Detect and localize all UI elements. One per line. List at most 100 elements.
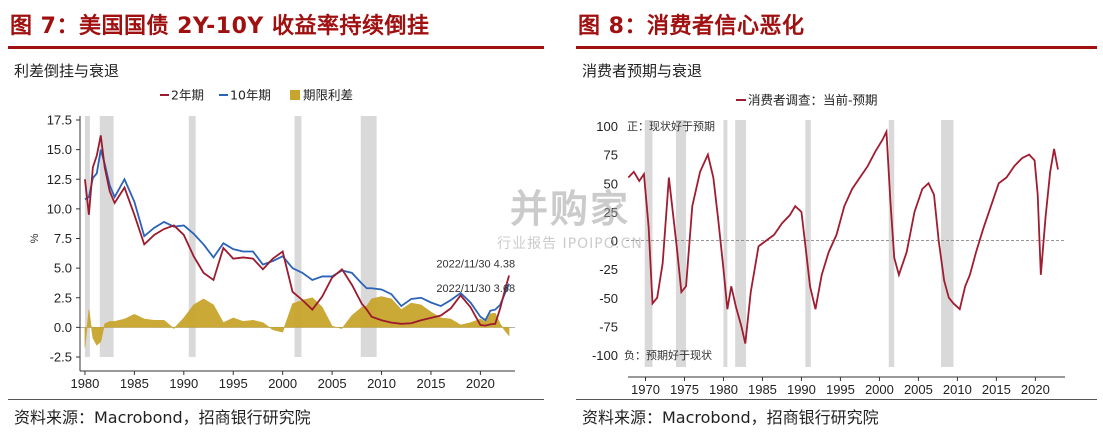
y-tick: 75	[604, 148, 618, 163]
y-tick: 50	[604, 176, 618, 191]
right-figure-panel: 图 8：消费者信心恶化 消费者预期与衰退 -100 -75 -50 -25 0 25 50 7…	[560, 0, 1103, 440]
consumer-sentiment-chart: -100 -75 -50 -25 0 25 50 75 100 1970 1975 1980 1985 1…	[592, 93, 1065, 397]
y-tick: 5.0	[54, 261, 80, 276]
x-tick: 1990	[787, 377, 816, 397]
x-tick-label: 2000	[268, 376, 297, 391]
recession-band	[294, 116, 302, 357]
y-tick-label: -75	[599, 319, 618, 334]
y-tick-label: 0.0	[54, 320, 72, 335]
y-tick-label: 5.0	[54, 261, 72, 276]
x-tick-label: 2010	[367, 376, 396, 391]
annotation-negative: 负：预期好于现状	[624, 348, 712, 362]
chart-subtitle: 利差倒挂与衰退	[14, 62, 120, 80]
y-tick: 100	[596, 119, 618, 134]
x-tick-label: 1980	[70, 376, 99, 391]
annotation-positive: 正：现状好于预期	[627, 119, 715, 133]
chart-subtitle: 消费者预期与衰退	[582, 62, 703, 80]
y-tick-label: -50	[599, 291, 618, 306]
y-tick-label: 0	[611, 234, 618, 249]
y-tick-label: 12.5	[47, 172, 72, 187]
series-line-2y	[84, 135, 510, 327]
x-tick: 1980	[70, 371, 99, 391]
source-divider	[576, 399, 1097, 400]
recession-band	[723, 120, 728, 367]
figure-title: 图 7：美国国债 2Y-10Y 收益率持续倒挂	[10, 14, 430, 39]
y-tick: 2.5	[54, 290, 80, 305]
y-tick: 0.0	[54, 320, 80, 335]
legend-label: 10年期	[230, 88, 271, 103]
y-tick-label: 10.0	[47, 201, 72, 216]
x-tick: 1985	[120, 371, 149, 391]
x-tick: 1995	[219, 371, 248, 391]
y-tick: 0	[611, 234, 618, 249]
x-tick: 1975	[670, 377, 699, 397]
treasury-yield-chart: -2.5 0.0 2.5 5.0 7.5 10.0 12.5 15.0 17.5 1980 1985…	[29, 88, 515, 392]
x-tick-label: 2000	[865, 382, 894, 397]
x-tick-label: 2015	[982, 382, 1011, 397]
x-tick: 2010	[943, 377, 972, 397]
data-label: 2022/11/30 4.38	[436, 258, 515, 270]
x-tick-label: 2010	[943, 382, 972, 397]
recession-band	[188, 116, 196, 357]
y-tick: -25	[599, 262, 618, 277]
x-tick-label: 1995	[219, 376, 248, 391]
legend-label: 2年期	[171, 88, 204, 103]
recession-band	[99, 116, 114, 357]
x-tick-label: 1995	[826, 382, 855, 397]
y-tick-label: 100	[596, 119, 618, 134]
y-tick-label: 25	[604, 205, 618, 220]
x-tick: 2000	[268, 371, 297, 391]
x-tick-label: 1980	[709, 382, 738, 397]
x-tick-label: 2015	[417, 376, 446, 391]
y-tick: 17.5	[47, 113, 80, 128]
x-tick: 2015	[982, 377, 1011, 397]
recession-band	[735, 120, 747, 367]
x-tick: 1995	[826, 377, 855, 397]
x-tick: 2015	[417, 371, 446, 391]
x-tick: 1990	[169, 371, 198, 391]
x-tick: 2010	[367, 371, 396, 391]
y-tick-label: 15.0	[47, 142, 72, 157]
y-tick: 10.0	[47, 201, 80, 216]
x-tick: 2005	[318, 371, 347, 391]
y-tick-label: 75	[604, 148, 618, 163]
x-tick: 1970	[631, 377, 660, 397]
figure-title: 图 8：消费者信心恶化	[578, 14, 805, 39]
y-tick: -2.5	[50, 350, 80, 365]
source-note: 资料来源：Macrobond，招商银行研究院	[582, 408, 879, 427]
series-line-sentiment	[627, 128, 1059, 344]
x-tick: 2020	[466, 371, 495, 391]
legend-label: 消费者调查：当前-预期	[748, 93, 878, 108]
recession-band	[360, 116, 377, 357]
y-tick-label: 2.5	[54, 290, 72, 305]
x-tick: 2005	[904, 377, 933, 397]
y-axis-label: %	[29, 233, 41, 243]
x-tick: 1985	[748, 377, 777, 397]
recession-band	[675, 120, 687, 367]
x-tick-label: 1970	[631, 382, 660, 397]
title-divider	[8, 46, 544, 49]
y-tick-label: -2.5	[50, 350, 72, 365]
x-tick-label: 2020	[466, 376, 495, 391]
x-tick: 2000	[865, 377, 894, 397]
title-divider	[576, 46, 1097, 49]
x-tick-label: 1985	[748, 382, 777, 397]
x-tick-label: 2005	[904, 382, 933, 397]
y-tick-label: 7.5	[54, 231, 72, 246]
x-tick-label: 1985	[120, 376, 149, 391]
series-line-10y	[84, 149, 510, 322]
left-figure-panel: 图 7：美国国债 2Y-10Y 收益率持续倒挂 利差倒挂与衰退 -2.5 0.0 2…	[8, 14, 544, 427]
x-tick-label: 2005	[318, 376, 347, 391]
legend-swatch	[290, 90, 300, 100]
x-tick-label: 2020	[1021, 382, 1050, 397]
y-tick-label: 50	[604, 176, 618, 191]
y-tick: -50	[599, 291, 618, 306]
x-tick: 2020	[1021, 377, 1050, 397]
recession-band	[941, 120, 954, 367]
x-tick-label: 1975	[670, 382, 699, 397]
x-tick-label: 1990	[169, 376, 198, 391]
recession-band	[888, 120, 895, 367]
y-tick: 7.5	[54, 231, 80, 246]
legend-label: 期限利差	[303, 88, 353, 103]
source-note: 资料来源：Macrobond，招商银行研究院	[14, 408, 311, 427]
